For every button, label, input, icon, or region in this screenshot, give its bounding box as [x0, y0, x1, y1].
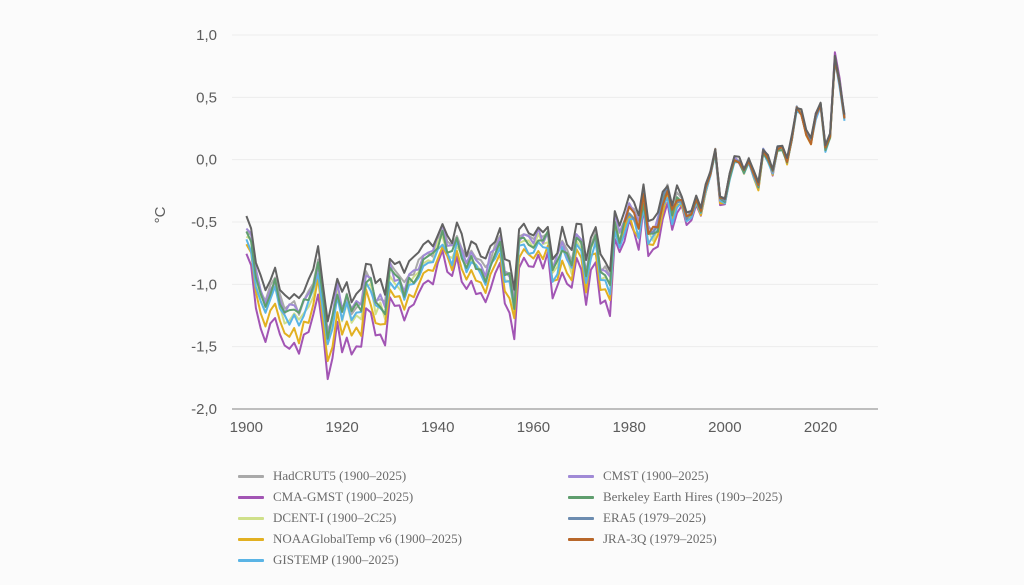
x-tick-label: 1900	[230, 419, 263, 436]
legend-swatch	[238, 516, 264, 520]
y-tick-labels: 1,0 0,5 0,0 -0,5 -1,0 -1,5 -2,0	[191, 27, 217, 418]
legend-label: DCENT-I (1900–2C25)	[273, 510, 397, 525]
legend: HadCRUT5 (1900–2025) CMA-GMST (1900–2025…	[238, 466, 858, 576]
legend-swatch	[238, 537, 264, 541]
legend-item-cmst: CMST (1900–2025)	[568, 466, 709, 486]
series-line-9	[623, 58, 846, 235]
y-tick-label: -1,5	[191, 339, 217, 356]
legend-swatch	[238, 495, 264, 499]
legend-label: ERA5 (1979–2025)	[603, 510, 706, 525]
legend-label: GISTEMP (1900–2025)	[273, 552, 399, 567]
series-line-8	[623, 59, 846, 234]
legend-label: CMST (1900–2025)	[603, 468, 709, 483]
y-axis-label: °C	[152, 206, 169, 223]
series-line-2	[245, 51, 846, 381]
y-tick-label: -1,0	[191, 276, 217, 293]
legend-item-cma-gmst: CMA-GMST (1900–2025)	[238, 487, 413, 507]
x-tick-label: 1920	[325, 419, 358, 436]
x-tick-labels: 1900 1920 1940 1960 1980 2000 2020	[230, 419, 838, 436]
y-tick-label: -2,0	[191, 401, 217, 418]
legend-swatch	[238, 474, 264, 478]
y-tick-label: 0,5	[196, 89, 217, 106]
legend-item-gistemp: GISTEMP (1900–2025)	[238, 550, 399, 570]
legend-swatch	[568, 516, 594, 520]
legend-label: NOAAGlobalTemp v6 (1900–2025)	[273, 531, 463, 546]
series-line-10	[245, 54, 846, 323]
legend-item-hadcrut5: HadCRUT5 (1900–2025)	[238, 466, 406, 486]
x-tick-label: 1980	[612, 419, 645, 436]
legend-swatch	[568, 537, 594, 541]
series-line-6	[245, 55, 846, 336]
legend-item-noaaglobaltemp: NOAAGlobalTemp v6 (1900–2025)	[238, 529, 462, 549]
legend-label: Berkeley Earth Hires (190ↄ–2025)	[603, 489, 783, 504]
x-tick-label: 1940	[421, 419, 454, 436]
legend-swatch	[568, 495, 594, 499]
legend-item-era5: ERA5 (1979–2025)	[568, 508, 706, 528]
x-tick-label: 2000	[708, 419, 741, 436]
line-chart: 1,00,50,0-0,5-1,0-1,5-2,0 1900 1920 1940 19…	[152, 27, 878, 436]
legend-swatch	[238, 558, 264, 562]
series-line-7	[245, 58, 846, 340]
legend-item-dcent-i: DCENT-I (1900–2C25)	[238, 508, 396, 528]
legend-swatch	[568, 474, 594, 478]
legend-item-berkeley-earth: Berkeley Earth Hires (190ↄ–2025)	[568, 487, 782, 507]
series-lines	[245, 51, 846, 381]
gridlines	[232, 34, 878, 348]
series-line-4	[245, 56, 846, 363]
legend-label: HadCRUT5 (1900–2025)	[273, 468, 407, 483]
x-tick-label: 2020	[804, 419, 837, 436]
y-tick-label: 0,0	[196, 152, 217, 169]
legend-item-jra-3q: JRA-3Q (1979–2025)	[568, 529, 717, 549]
x-tick-label: 1960	[517, 419, 550, 436]
y-tick-label: 1,0	[196, 27, 217, 44]
legend-label: JRA-3Q (1979–2025)	[603, 531, 717, 546]
legend-label: CMA-GMST (1900–2025)	[273, 489, 414, 504]
y-tick-label: -0,5	[191, 214, 217, 231]
